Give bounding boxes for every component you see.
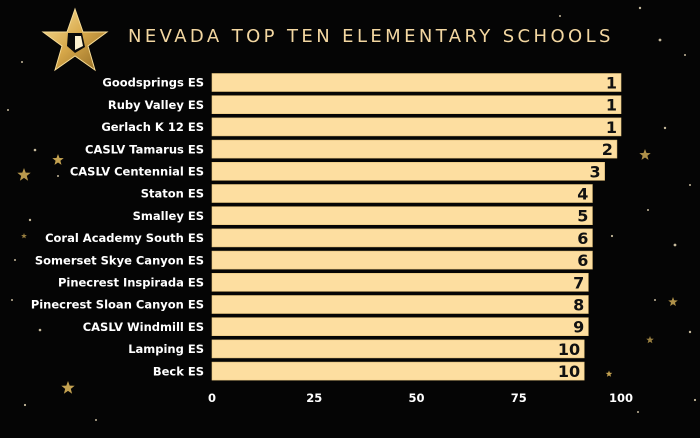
sparkle-dot bbox=[689, 184, 691, 186]
decorative-star-icon bbox=[61, 381, 75, 394]
sparkle-dot bbox=[684, 54, 686, 56]
decorative-star-icon bbox=[605, 370, 613, 377]
data-label: 6 bbox=[577, 229, 588, 248]
sparkle-dot bbox=[57, 175, 59, 177]
bar bbox=[211, 272, 589, 292]
data-label: 4 bbox=[577, 185, 588, 204]
gold-star-logo-icon bbox=[41, 7, 109, 72]
data-label: 10 bbox=[558, 362, 580, 381]
category-label: Pinecrest Sloan Canyon ES bbox=[31, 298, 204, 312]
category-label: Coral Academy South ES bbox=[45, 231, 204, 245]
x-tick-label: 75 bbox=[511, 391, 527, 405]
bar bbox=[211, 339, 585, 359]
bar bbox=[211, 184, 593, 203]
bar bbox=[211, 117, 622, 137]
data-label: 1 bbox=[606, 74, 617, 93]
sparkle-dot bbox=[21, 61, 23, 63]
bar bbox=[211, 228, 593, 248]
decorative-star-icon bbox=[639, 149, 651, 160]
category-label: CASLV Tamarus ES bbox=[85, 142, 204, 156]
bar bbox=[211, 206, 593, 225]
sparkle-dot bbox=[28, 218, 32, 222]
category-label: CASLV Centennial ES bbox=[70, 165, 204, 179]
sparkle-dot bbox=[658, 38, 662, 42]
bar bbox=[211, 95, 622, 114]
category-label: Beck ES bbox=[153, 364, 204, 378]
category-label: Lamping ES bbox=[128, 342, 204, 356]
sparkle-dot bbox=[688, 330, 692, 334]
chart-title: NEVADA TOP TEN ELEMENTARY SCHOOLS bbox=[128, 26, 614, 47]
sparkle-dot bbox=[14, 259, 16, 261]
x-tick-label: 0 bbox=[208, 391, 216, 405]
data-label: 7 bbox=[573, 273, 584, 292]
sparkle-dot bbox=[673, 243, 677, 247]
x-tick-label: 50 bbox=[408, 391, 424, 405]
category-label: Smalley ES bbox=[133, 209, 204, 223]
sparkle-dot bbox=[638, 6, 642, 10]
data-label: 5 bbox=[577, 207, 588, 226]
category-label: Ruby Valley ES bbox=[108, 98, 204, 112]
category-label: Gerlach K 12 ES bbox=[101, 120, 204, 134]
bar bbox=[211, 162, 605, 181]
data-label: 1 bbox=[606, 96, 617, 115]
sparkle-dot bbox=[637, 411, 639, 413]
sparkle-dot bbox=[7, 109, 9, 111]
x-tick-label: 25 bbox=[306, 391, 322, 405]
data-label: 3 bbox=[589, 162, 600, 181]
data-label: 8 bbox=[573, 296, 584, 315]
data-label: 6 bbox=[577, 251, 588, 270]
bar bbox=[211, 317, 589, 337]
sparkle-dot bbox=[693, 398, 697, 402]
sparkle-dot bbox=[610, 234, 614, 238]
category-label: CASLV Windmill ES bbox=[83, 320, 204, 334]
decorative-star-icon bbox=[668, 297, 678, 306]
bar bbox=[211, 73, 622, 92]
decorative-star-icon bbox=[21, 233, 27, 239]
decorative-star-icon bbox=[52, 154, 64, 165]
sparkle-dot bbox=[654, 299, 656, 301]
decorative-star-icon bbox=[646, 336, 654, 344]
bar bbox=[211, 139, 618, 159]
category-label: Staton ES bbox=[141, 187, 204, 201]
category-label: Somerset Skye Canyon ES bbox=[35, 253, 204, 267]
data-label: 2 bbox=[602, 140, 613, 159]
category-label: Goodsprings ES bbox=[102, 76, 204, 90]
sparkle-dot bbox=[647, 209, 649, 211]
sparkle-dot bbox=[33, 148, 37, 152]
sparkle-dot bbox=[11, 299, 13, 301]
x-tick-label: 100 bbox=[609, 391, 633, 405]
category-label: Pinecrest Inspirada ES bbox=[58, 276, 204, 290]
sparkle-dot bbox=[663, 126, 667, 130]
bar bbox=[211, 295, 589, 314]
decorative-star-icon bbox=[17, 168, 31, 181]
data-label: 9 bbox=[573, 318, 584, 337]
bar bbox=[211, 361, 585, 381]
sparkle-dot bbox=[95, 419, 97, 421]
sparkle-dot bbox=[38, 328, 42, 332]
sparkle-dot bbox=[559, 15, 561, 17]
data-label: 1 bbox=[606, 118, 617, 137]
sparkle-dot bbox=[23, 403, 27, 407]
data-label: 10 bbox=[558, 340, 580, 359]
bar bbox=[211, 250, 593, 270]
